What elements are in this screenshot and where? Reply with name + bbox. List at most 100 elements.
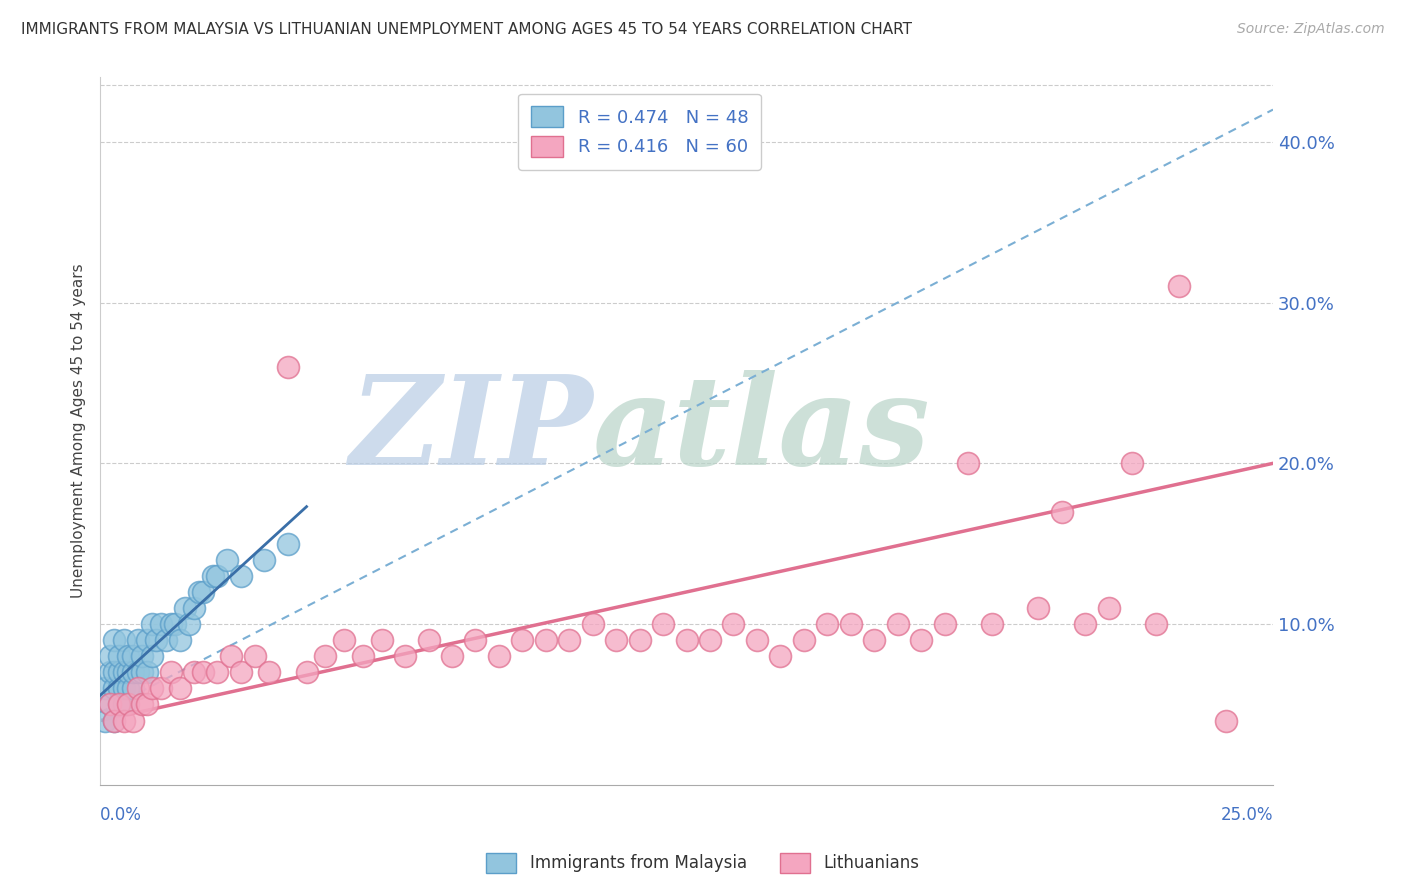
Point xyxy=(112,665,135,680)
Y-axis label: Unemployment Among Ages 45 to 54 years: Unemployment Among Ages 45 to 54 years xyxy=(72,264,86,599)
Point xyxy=(187,585,209,599)
Point xyxy=(122,681,145,696)
Point xyxy=(112,633,135,648)
Point xyxy=(103,714,125,728)
Point xyxy=(839,617,862,632)
Point xyxy=(1050,504,1073,518)
Point xyxy=(108,681,131,696)
Point xyxy=(98,698,121,712)
Point xyxy=(117,698,139,712)
Point xyxy=(488,649,510,664)
Point xyxy=(122,665,145,680)
Point xyxy=(136,633,159,648)
Point xyxy=(793,633,815,648)
Point xyxy=(127,633,149,648)
Point xyxy=(117,649,139,664)
Point xyxy=(108,649,131,664)
Point xyxy=(605,633,627,648)
Point xyxy=(723,617,745,632)
Point xyxy=(155,633,177,648)
Point xyxy=(103,714,125,728)
Point xyxy=(103,681,125,696)
Point xyxy=(1028,601,1050,615)
Point xyxy=(1144,617,1167,632)
Text: 0.0%: 0.0% xyxy=(100,806,142,824)
Point xyxy=(221,649,243,664)
Point xyxy=(98,665,121,680)
Point xyxy=(934,617,956,632)
Point xyxy=(418,633,440,648)
Point xyxy=(352,649,374,664)
Point xyxy=(141,617,163,632)
Point xyxy=(150,617,173,632)
Point xyxy=(179,617,201,632)
Point xyxy=(159,617,181,632)
Point xyxy=(169,633,191,648)
Point xyxy=(112,714,135,728)
Point xyxy=(193,585,215,599)
Point xyxy=(207,569,229,583)
Point xyxy=(957,456,980,470)
Point xyxy=(277,359,299,374)
Point xyxy=(980,617,1002,632)
Point xyxy=(131,698,153,712)
Point xyxy=(1215,714,1237,728)
Point xyxy=(863,633,886,648)
Text: IMMIGRANTS FROM MALAYSIA VS LITHUANIAN UNEMPLOYMENT AMONG AGES 45 TO 54 YEARS CO: IMMIGRANTS FROM MALAYSIA VS LITHUANIAN U… xyxy=(21,22,912,37)
Point xyxy=(98,698,121,712)
Legend: Immigrants from Malaysia, Lithuanians: Immigrants from Malaysia, Lithuanians xyxy=(479,847,927,880)
Point xyxy=(314,649,336,664)
Point xyxy=(295,665,318,680)
Point xyxy=(98,649,121,664)
Point xyxy=(141,649,163,664)
Point xyxy=(207,665,229,680)
Point xyxy=(112,698,135,712)
Point xyxy=(229,569,252,583)
Point xyxy=(464,633,486,648)
Point xyxy=(558,633,581,648)
Point xyxy=(103,633,125,648)
Point xyxy=(394,649,416,664)
Text: ZIP: ZIP xyxy=(349,370,593,491)
Text: Source: ZipAtlas.com: Source: ZipAtlas.com xyxy=(1237,22,1385,37)
Point xyxy=(582,617,605,632)
Text: atlas: atlas xyxy=(593,370,931,491)
Point xyxy=(150,681,173,696)
Point xyxy=(183,601,205,615)
Point xyxy=(131,649,153,664)
Point xyxy=(815,617,838,632)
Point xyxy=(108,665,131,680)
Point xyxy=(127,681,149,696)
Point xyxy=(886,617,908,632)
Point xyxy=(257,665,280,680)
Point xyxy=(201,569,224,583)
Point xyxy=(1074,617,1097,632)
Point xyxy=(512,633,534,648)
Point xyxy=(136,698,159,712)
Point xyxy=(675,633,697,648)
Point xyxy=(229,665,252,680)
Point xyxy=(169,681,191,696)
Point xyxy=(122,649,145,664)
Point xyxy=(117,665,139,680)
Legend: R = 0.474   N = 48, R = 0.416   N = 60: R = 0.474 N = 48, R = 0.416 N = 60 xyxy=(519,94,761,169)
Point xyxy=(173,601,195,615)
Point xyxy=(745,633,768,648)
Point xyxy=(127,665,149,680)
Point xyxy=(145,633,167,648)
Point xyxy=(534,633,557,648)
Point xyxy=(117,681,139,696)
Point xyxy=(94,681,117,696)
Point xyxy=(1098,601,1121,615)
Point xyxy=(94,714,117,728)
Point xyxy=(243,649,266,664)
Point xyxy=(165,617,187,632)
Point xyxy=(769,649,792,664)
Point xyxy=(136,665,159,680)
Point xyxy=(910,633,932,648)
Point xyxy=(277,537,299,551)
Point xyxy=(370,633,392,648)
Point xyxy=(1121,456,1143,470)
Point xyxy=(112,681,135,696)
Point xyxy=(1168,279,1191,293)
